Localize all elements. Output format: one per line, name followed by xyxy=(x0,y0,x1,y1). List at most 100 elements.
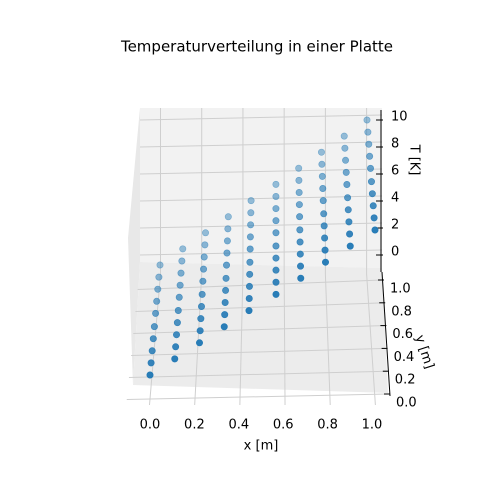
y-tick-label: 0.8 xyxy=(391,304,412,319)
data-point xyxy=(200,253,208,261)
data-point xyxy=(246,245,254,253)
y-tick-label: 0.2 xyxy=(395,373,416,388)
data-point xyxy=(320,210,328,218)
grid-line xyxy=(139,141,383,148)
z-tick-label: 0 xyxy=(391,245,399,260)
data-point xyxy=(197,303,205,311)
grid-line xyxy=(139,114,383,121)
data-point xyxy=(198,290,206,298)
data-point xyxy=(272,266,280,274)
data-point xyxy=(178,257,186,265)
y-axis xyxy=(381,271,391,397)
data-point xyxy=(223,249,231,257)
data-point xyxy=(318,160,326,168)
data-point xyxy=(221,311,229,319)
data-point xyxy=(319,197,327,205)
data-point xyxy=(317,148,325,156)
left-pane xyxy=(128,108,140,385)
data-point xyxy=(247,209,255,217)
data-point xyxy=(296,238,304,246)
y-tick-label: 0.0 xyxy=(396,396,417,411)
data-point xyxy=(147,359,155,367)
data-point xyxy=(179,245,187,253)
data-point xyxy=(223,261,231,269)
data-point xyxy=(152,309,160,317)
x-tick-label: 1.0 xyxy=(362,418,383,433)
y-axis-label: y [m] xyxy=(412,333,437,371)
data-point xyxy=(196,339,204,347)
grid-line xyxy=(366,273,376,406)
x-tick-label: 0.4 xyxy=(228,418,249,433)
data-point xyxy=(344,194,352,202)
data-point xyxy=(247,197,255,205)
data-point xyxy=(272,278,280,286)
data-point xyxy=(224,225,232,233)
data-point xyxy=(245,282,253,290)
data-point xyxy=(199,277,207,285)
data-point xyxy=(340,132,348,140)
data-point xyxy=(272,290,280,298)
data-point xyxy=(150,323,158,331)
data-point xyxy=(156,261,164,269)
data-point xyxy=(197,315,205,323)
z-tick-label: 10 xyxy=(391,110,408,125)
data-point xyxy=(246,270,254,278)
data-point xyxy=(295,176,303,184)
data-point xyxy=(346,242,354,250)
y-tick-label: 1.0 xyxy=(390,282,411,297)
data-point xyxy=(247,221,255,229)
x-axis-label: x [m] xyxy=(244,439,279,454)
data-point xyxy=(369,202,377,210)
y-tick-label: 0.4 xyxy=(394,350,415,365)
data-point xyxy=(174,307,182,315)
z-tick-label: 2 xyxy=(391,218,399,233)
x-tick-label: 0.2 xyxy=(184,418,205,433)
back-pane xyxy=(140,108,382,268)
grid-line xyxy=(139,222,383,229)
z-tick-label: 4 xyxy=(391,191,399,206)
data-point xyxy=(272,180,280,188)
data-point xyxy=(345,218,353,226)
data-point xyxy=(297,262,305,270)
data-point xyxy=(202,229,210,237)
data-point xyxy=(296,226,304,234)
grid-line xyxy=(239,273,244,406)
data-point xyxy=(272,242,280,250)
grid-line xyxy=(324,273,331,406)
data-point xyxy=(221,299,229,307)
data-point xyxy=(318,172,326,180)
x-tick-label: 0.6 xyxy=(273,418,294,433)
data-point xyxy=(295,201,303,209)
data-point xyxy=(196,327,204,335)
data-point xyxy=(171,355,179,363)
data-point xyxy=(155,273,163,281)
data-point xyxy=(220,323,228,331)
y-tick-label: 0.6 xyxy=(392,327,413,342)
data-point xyxy=(365,140,373,148)
data-point xyxy=(346,230,354,238)
data-point xyxy=(175,293,183,301)
data-point xyxy=(222,286,230,294)
data-point xyxy=(153,297,161,305)
data-point xyxy=(296,250,304,258)
grid-line xyxy=(139,168,383,175)
grid-line xyxy=(139,249,383,256)
data-point xyxy=(319,184,327,192)
data-point xyxy=(371,226,379,234)
z-axis-label: T [K] xyxy=(407,144,422,176)
data-point xyxy=(364,128,372,136)
grid-line xyxy=(131,347,386,356)
data-point xyxy=(341,144,349,152)
data-point xyxy=(321,234,329,242)
grid-line xyxy=(128,370,387,378)
z-tick-label: 8 xyxy=(391,137,399,152)
data-point xyxy=(173,331,181,339)
data-point xyxy=(367,164,375,172)
data-point xyxy=(321,258,329,266)
grid-line xyxy=(283,273,286,406)
x-tick-label: 0.8 xyxy=(317,418,338,433)
data-point xyxy=(342,168,350,176)
data-point xyxy=(272,217,280,225)
data-point xyxy=(224,213,232,221)
